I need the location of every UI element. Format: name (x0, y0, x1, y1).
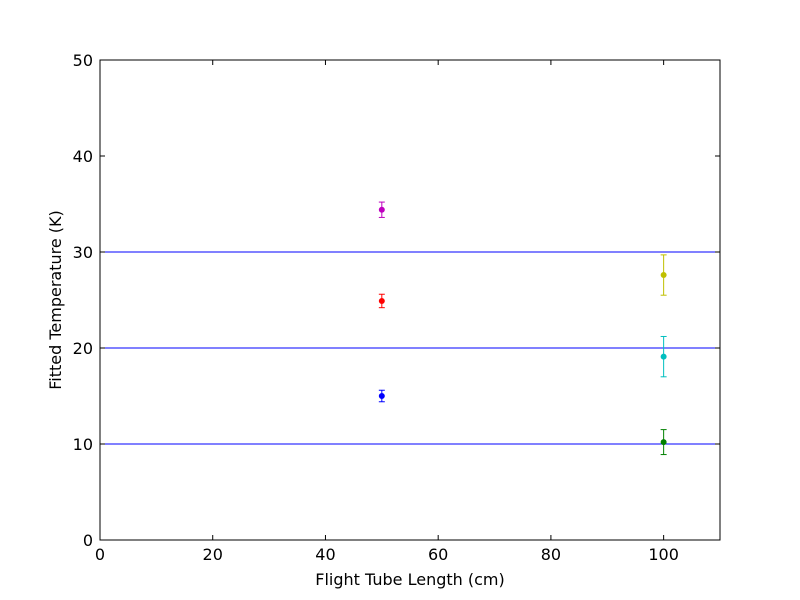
x-tick-label: 100 (648, 545, 679, 564)
y-tick-label: 10 (73, 435, 93, 454)
y-tick-label: 40 (73, 147, 93, 166)
y-tick-label: 30 (73, 243, 93, 262)
reference-lines (100, 251, 720, 445)
y-tick-label: 0 (83, 531, 93, 550)
data-point-2 (378, 201, 385, 218)
x-axis-ticks: 0 20 40 60 80 100 (95, 60, 679, 564)
x-tick-label: 40 (315, 545, 335, 564)
data-point-3 (660, 429, 667, 456)
data-marker (660, 353, 667, 360)
x-tick-label: 60 (428, 545, 448, 564)
data-marker (378, 297, 385, 304)
data-point-5 (660, 254, 667, 296)
data-point-4 (660, 335, 667, 378)
plot-frame (99, 59, 721, 541)
data-marker (378, 393, 385, 399)
y-axis-label: Fitted Temperature (K) (46, 210, 65, 390)
y-tick-label: 50 (73, 51, 93, 70)
x-tick-label: 20 (203, 545, 223, 564)
x-tick-label: 80 (541, 545, 561, 564)
data-marker (378, 206, 385, 213)
data-point-1 (378, 293, 385, 309)
data-marker (660, 439, 667, 446)
data-point-0 (378, 389, 385, 403)
data-marker (660, 272, 667, 279)
y-axis-ticks: 0 10 20 30 40 50 (73, 51, 720, 550)
x-tick-label: 0 (95, 545, 105, 564)
data-points (378, 201, 667, 456)
y-tick-label: 20 (73, 339, 93, 358)
x-axis-label: Flight Tube Length (cm) (315, 570, 504, 589)
